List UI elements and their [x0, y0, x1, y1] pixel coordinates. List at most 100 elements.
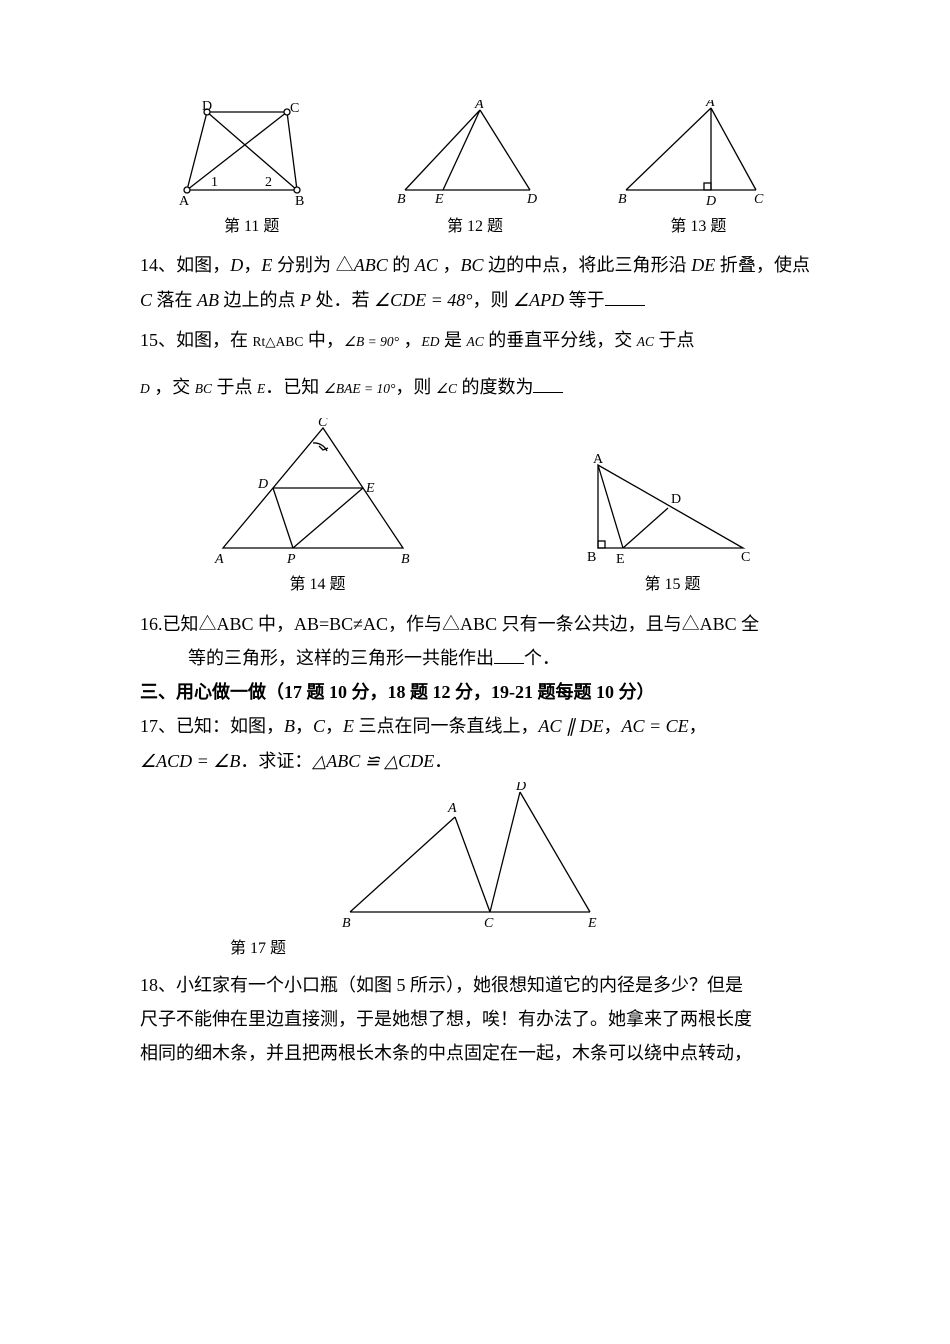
svg-text:D: D — [515, 782, 526, 794]
q14-s1: ， — [243, 255, 261, 275]
svg-text:1: 1 — [211, 175, 218, 190]
q14-E: E — [261, 255, 272, 275]
page: A B C D 1 2 第 11 题 B — [0, 0, 950, 1131]
figure-14: A B C D E P 第 14 题 — [180, 418, 455, 600]
q14-D: D — [230, 255, 243, 275]
q17-cong: △ABC ≌ △CDE — [312, 751, 434, 771]
q14-s8: 边上的点 — [219, 290, 300, 310]
q17-B: B — [284, 716, 295, 736]
q14-ABC: ABC — [354, 255, 388, 275]
q17-ACCE: AC = CE — [622, 716, 689, 736]
q15-s1: 中， — [303, 330, 344, 350]
fig12-caption: 第 12 题 — [363, 212, 586, 242]
q14-s10: ，则 — [473, 290, 514, 310]
q17-ACDE: AC ∥ DE — [539, 716, 604, 736]
svg-text:C: C — [484, 916, 494, 931]
q15-BC: BC — [195, 371, 212, 406]
q15-rt-txt: Rt△ABC — [253, 334, 304, 349]
q14-s9: 处．若 — [311, 290, 374, 310]
q15-angC: ∠C — [436, 371, 457, 406]
fig13-svg: B C A D — [616, 100, 781, 210]
fig11-caption: 第 11 题 — [140, 212, 363, 242]
q18-line2: 尺子不能伸在里边直接测，于是她想了想，唉！有办法了。她拿来了两根长度 — [140, 1002, 810, 1036]
svg-text:D: D — [705, 194, 716, 209]
svg-text:A: A — [447, 801, 457, 816]
q15-s8: ．已知 — [265, 377, 324, 397]
q17-s3: ， — [604, 716, 622, 736]
svg-text:E: E — [587, 916, 597, 931]
q15-s4: 的垂直平分线，交 — [484, 330, 637, 350]
q15-blank — [533, 374, 563, 393]
q17-E: E — [343, 716, 354, 736]
q16-blank — [494, 645, 524, 664]
q14-blank — [605, 287, 645, 306]
svg-text:A: A — [214, 552, 224, 567]
q15-s3: 是 — [440, 330, 467, 350]
fig15-caption: 第 15 题 — [535, 570, 810, 600]
q14-ang1: ∠CDE = 48° — [374, 290, 472, 310]
q15-s10: 的度数为 — [457, 377, 534, 397]
q17-s1a: ， — [295, 716, 313, 736]
q16-line2-wrap: 等的三角形，这样的三角形一共能作出个． — [140, 641, 810, 675]
q17-ang: ∠ACD = ∠B — [140, 751, 240, 771]
svg-text:C: C — [290, 101, 299, 116]
q17-text: 17、已知：如图，B，C，E 三点在同一条直线上，AC ∥ DE，AC = CE… — [140, 709, 810, 777]
svg-text:B: B — [295, 194, 304, 209]
q15-D: D — [140, 371, 150, 406]
q15-angB: ∠B = 90° — [344, 324, 399, 359]
fig14-svg: A B C D E P — [213, 418, 423, 568]
q14-P: P — [300, 290, 311, 310]
fig17-svg: B C E A D — [340, 782, 610, 932]
figure-15: B C A E D 第 15 题 — [535, 453, 810, 600]
q15-s9: ，则 — [395, 377, 436, 397]
q17-s4: ， — [689, 716, 707, 736]
q15-s5: 于点 — [654, 330, 695, 350]
svg-text:B: B — [342, 916, 351, 931]
svg-text:E: E — [365, 481, 375, 496]
figure-12: B D A E 第 12 题 — [363, 100, 586, 242]
svg-text:2: 2 — [265, 175, 272, 190]
fig12-svg: B D A E — [395, 100, 555, 210]
q15-prefix: 15、如图，在 — [140, 330, 253, 350]
q15-s7: 于点 — [212, 377, 257, 397]
svg-text:B: B — [397, 192, 406, 207]
q15-text: 15、如图，在 Rt△ABC 中，∠B = 90° ，ED 是 AC 的垂直平分… — [140, 317, 810, 411]
svg-text:E: E — [616, 552, 625, 567]
q15-AC1: AC — [467, 324, 484, 359]
q14-AB: AB — [197, 290, 219, 310]
q14-ang2: ∠APD — [513, 290, 564, 310]
svg-text:B: B — [587, 550, 596, 565]
svg-text:B: B — [401, 552, 410, 567]
fig11-svg: A B C D 1 2 — [177, 100, 327, 210]
svg-text:D: D — [257, 477, 268, 492]
svg-text:A: A — [593, 453, 604, 467]
svg-text:A: A — [474, 100, 484, 112]
figure-11: A B C D 1 2 第 11 题 — [140, 100, 363, 242]
q14-C: C — [140, 290, 152, 310]
q15-ED: ED — [422, 324, 440, 359]
q14-AC: AC — [415, 255, 438, 275]
q14-s2: 分别为 △ — [272, 255, 353, 275]
q15-angBAE: ∠BAE = 10° — [324, 371, 396, 406]
fig13-caption: 第 13 题 — [587, 212, 810, 242]
q17-s1b: ， — [325, 716, 343, 736]
q14-s7: 落在 — [152, 290, 197, 310]
fig15-svg: B C A E D — [583, 453, 763, 568]
figure-row-14-15: A B C D E P 第 14 题 B — [180, 418, 810, 600]
svg-text:D: D — [526, 192, 537, 207]
section-3-header: 三、用心做一做（17 题 10 分，18 题 12 分，19-21 题每题 10… — [140, 675, 810, 709]
q14-s3: 的 — [388, 255, 415, 275]
q17-C: C — [313, 716, 325, 736]
q17-s2: 三点在同一条直线上， — [354, 716, 539, 736]
svg-text:D: D — [202, 100, 212, 114]
q14-s5: 边的中点，将此三角形沿 — [484, 255, 692, 275]
q15-rt: Rt△ABC — [253, 324, 304, 359]
q17-prefix: 17、已知：如图， — [140, 716, 284, 736]
q15-s6: ，交 — [150, 377, 195, 397]
q17-s5: ．求证： — [240, 751, 312, 771]
q14-DE: DE — [691, 255, 715, 275]
q14-s4: ， — [438, 255, 461, 275]
q16-suffix: 个． — [524, 648, 560, 668]
svg-text:A: A — [705, 100, 715, 110]
q15-s2: ， — [399, 330, 422, 350]
